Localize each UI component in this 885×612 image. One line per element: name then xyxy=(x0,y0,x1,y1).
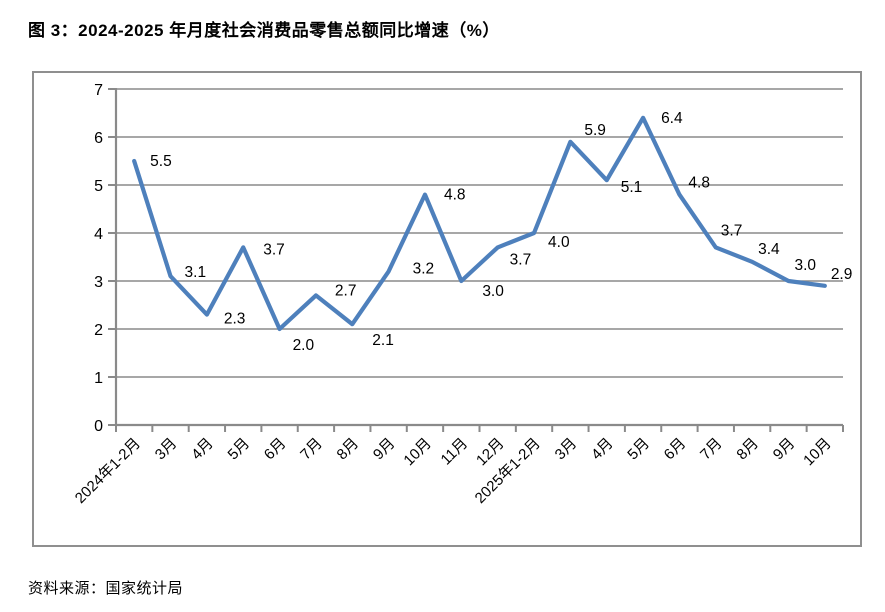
y-tick-label: 0 xyxy=(94,418,103,435)
y-tick-label: 7 xyxy=(94,82,103,99)
data-series-line xyxy=(132,115,827,332)
data-point-label: 2.9 xyxy=(831,266,853,283)
data-point-label: 5.5 xyxy=(150,153,172,170)
x-tick-label: 8月 xyxy=(334,435,363,464)
x-tick-label: 10月 xyxy=(800,435,834,469)
x-tick-label: 2024年1-2月 xyxy=(72,435,144,507)
data-point-label: 3.0 xyxy=(482,283,504,300)
x-tick-label: 6月 xyxy=(661,435,690,464)
y-tick-label: 4 xyxy=(94,226,103,243)
x-tick-label: 7月 xyxy=(697,435,726,464)
data-point-label: 5.9 xyxy=(584,122,606,139)
data-point-label: 3.1 xyxy=(185,264,207,281)
data-point-label: 4.8 xyxy=(444,187,466,204)
x-tick-label: 7月 xyxy=(297,435,326,464)
data-point-label: 3.0 xyxy=(794,257,816,274)
x-tick-label: 2025年1-2月 xyxy=(472,435,544,507)
x-tick-label: 11月 xyxy=(438,435,472,469)
x-tick-label: 4月 xyxy=(588,435,617,464)
data-point-label: 4.8 xyxy=(688,175,710,192)
x-tick-label: 5月 xyxy=(225,435,254,464)
y-tick-label: 6 xyxy=(94,130,103,147)
page-title: 图 3：2024-2025 年月度社会消费品零售总额同比增速（%） xyxy=(28,21,500,40)
y-tick-label: 1 xyxy=(94,370,103,387)
chart-container: 0 1 2 3 4 5 6 7 2024年1-2月 3月 4月 5月 6月 7月 8月 9月 10月 11月 12月… xyxy=(32,71,862,547)
x-tick-label: 10月 xyxy=(400,435,434,469)
source-note: 资料来源：国家统计局 xyxy=(28,580,184,597)
x-tick-label: 5月 xyxy=(624,435,653,464)
data-point-label: 6.4 xyxy=(661,110,683,127)
data-point-label: 3.7 xyxy=(721,222,743,239)
data-point-label: 3.7 xyxy=(510,251,532,268)
x-tick-label: 8月 xyxy=(733,435,762,464)
data-point-label: 3.4 xyxy=(758,241,780,258)
x-tick-label: 6月 xyxy=(261,435,290,464)
data-point-label: 2.7 xyxy=(335,282,357,299)
x-tick-label: 4月 xyxy=(188,435,217,464)
data-point-label: 3.7 xyxy=(263,241,285,258)
x-tick-label: 9月 xyxy=(770,435,799,464)
data-point-label: 3.2 xyxy=(413,260,435,277)
data-point-label: 2.1 xyxy=(372,332,394,349)
x-tick-label: 3月 xyxy=(552,435,581,464)
data-point-label: 2.0 xyxy=(293,337,315,354)
y-tick-label: 2 xyxy=(94,322,103,339)
x-tick-label: 3月 xyxy=(152,435,181,464)
y-tick-label: 5 xyxy=(94,178,103,195)
x-tick-label: 9月 xyxy=(370,435,399,464)
data-point-label: 4.0 xyxy=(548,234,570,251)
data-point-label: 2.3 xyxy=(224,311,246,328)
y-tick-label: 3 xyxy=(94,274,103,291)
data-point-label: 5.1 xyxy=(621,179,643,196)
